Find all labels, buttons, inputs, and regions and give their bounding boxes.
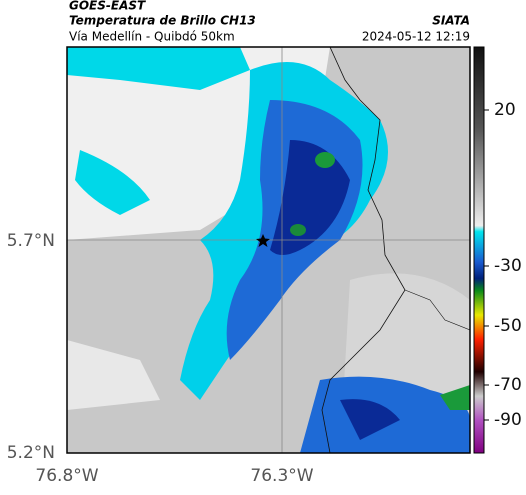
- colorbar: [473, 46, 485, 454]
- colorbar-label: -70: [494, 375, 522, 395]
- map-frame: [66, 46, 471, 454]
- colorbar-label: -50: [494, 316, 522, 336]
- colorbar-label: -30: [494, 256, 522, 276]
- location-star: [256, 234, 270, 247]
- source: GOES-EAST: [69, 0, 146, 13]
- brand: SIATA: [432, 14, 470, 28]
- satellite-image: [67, 47, 470, 453]
- title: Temperatura de Brillo CH13: [69, 14, 256, 28]
- lon-label: 76.3°W: [250, 466, 313, 486]
- colorbar-label: -90: [494, 410, 522, 430]
- colorbar-label: 20: [494, 100, 516, 120]
- subtitle: Vía Medellín - Quibdó 50km: [69, 30, 235, 44]
- lat-label: 5.7°N: [7, 231, 55, 251]
- timestamp: 2024-05-12 12:19: [362, 30, 470, 44]
- lat-label: 5.2°N: [7, 443, 55, 463]
- lon-label: 76.8°W: [35, 466, 98, 486]
